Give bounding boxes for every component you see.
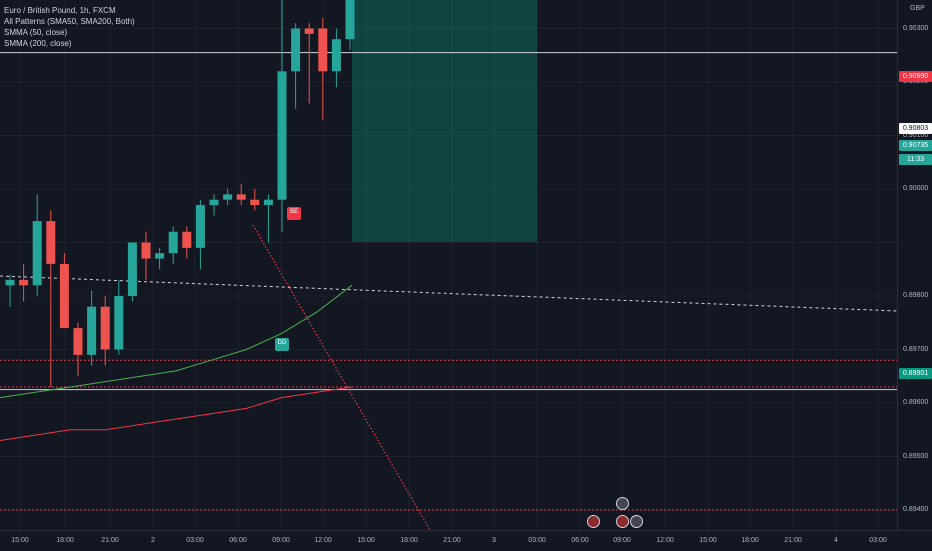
indicator-smma50[interactable]: SMMA (50, close): [4, 28, 68, 37]
bearish-marker-label: BE: [289, 209, 298, 215]
candle-body: [236, 194, 246, 200]
candle-body: [345, 0, 355, 40]
event-icon-3[interactable]: [616, 515, 629, 528]
candle-body: [5, 279, 15, 286]
price-tick: 0.90300: [903, 24, 929, 32]
candle-body: [182, 231, 192, 248]
time-tick: 18:00: [400, 537, 418, 544]
smma50-line: [0, 284, 353, 399]
candle-body: [127, 242, 137, 296]
candle-body: [114, 296, 124, 350]
time-tick: 09:00: [613, 537, 631, 544]
candle-body: [209, 199, 219, 206]
time-tick: 3: [492, 537, 496, 544]
countdown-label: 11:33: [899, 154, 932, 165]
time-tick: 18:00: [741, 537, 759, 544]
candle-body: [32, 221, 42, 286]
time-tick: 03:00: [528, 537, 546, 544]
candle-body: [100, 306, 110, 350]
take-profit-zone: [352, 0, 537, 242]
price-tick: 0.89500: [903, 452, 929, 460]
time-tick: 4: [834, 537, 838, 544]
candle-body: [141, 242, 151, 259]
time-tick: 06:00: [229, 537, 247, 544]
candle-body: [331, 39, 341, 72]
time-tick: 03:00: [186, 537, 204, 544]
candle-body: [223, 194, 233, 200]
time-tick: 12:00: [314, 537, 332, 544]
price-tick: 0.90000: [903, 185, 929, 192]
stop-price-label: 0.90990: [899, 71, 932, 82]
candle-body: [168, 231, 178, 254]
chart-canvas[interactable]: Euro / British Pound, 1h, FXCM All Patte…: [0, 0, 897, 530]
time-tick: 2: [151, 537, 155, 544]
doji-marker[interactable]: DD: [275, 338, 289, 351]
symbol-title[interactable]: Euro / British Pound, 1h, FXCM: [4, 6, 116, 15]
candle-body: [87, 306, 97, 355]
candlestick-chart[interactable]: [0, 0, 897, 530]
candle-body: [73, 328, 83, 355]
time-tick: 12:00: [656, 537, 674, 544]
candle-body: [59, 263, 69, 329]
price-axis[interactable]: GBP 0.912000.911000.909000.907000.906000…: [897, 0, 932, 530]
entry-price-label: 0.90803: [899, 123, 932, 134]
time-tick: 15:00: [11, 537, 29, 544]
time-tick: 15:00: [699, 537, 717, 544]
time-tick: 21:00: [443, 537, 461, 544]
time-tick: 21:00: [101, 537, 119, 544]
candle-body: [250, 199, 260, 206]
candle-body: [19, 279, 29, 286]
indicator-smma200[interactable]: SMMA (200, close): [4, 39, 72, 48]
bearish-engulfing-marker[interactable]: BE: [287, 207, 301, 220]
event-icon-4[interactable]: [630, 515, 643, 528]
time-tick: 18:00: [56, 537, 74, 544]
candle-body: [263, 199, 273, 206]
time-tick: 21:00: [784, 537, 802, 544]
event-icon-2[interactable]: [616, 497, 629, 510]
price-tick: 0.90100: [903, 131, 929, 139]
smma200-line: [0, 386, 353, 441]
time-tick: 06:00: [571, 537, 589, 544]
time-tick: 15:00: [357, 537, 375, 544]
event-icon-1[interactable]: [587, 515, 600, 528]
candle-body: [304, 28, 314, 34]
time-axis[interactable]: 15:00 18:00 21:00 2 03:00 06:00 09:00 12:00 15:0…: [0, 530, 932, 551]
candle-body: [155, 253, 165, 259]
doji-marker-label: DD: [277, 340, 287, 346]
price-tick: 0.89600: [903, 399, 929, 406]
time-tick: 03:00: [869, 537, 887, 544]
candle-body: [46, 221, 56, 264]
candle-body: [277, 71, 287, 200]
target-price-label: 0.89901: [899, 368, 932, 379]
price-tick: 0.89800: [903, 292, 929, 299]
currency-label: GBP: [910, 5, 925, 12]
indicator-patterns[interactable]: All Patterns (SMA50, SMA200, Both): [4, 17, 135, 26]
chart-legend: Euro / British Pound, 1h, FXCM All Patte…: [4, 5, 135, 49]
candle-body: [318, 28, 328, 72]
red-diagonal-trend: [252, 224, 431, 530]
candle-body: [195, 205, 205, 248]
time-tick: 09:00: [272, 537, 290, 544]
price-tick: 0.89700: [903, 345, 929, 353]
price-tick: 0.89400: [903, 506, 929, 513]
last-price-label: 0.90735: [899, 140, 932, 151]
candle-body: [291, 28, 301, 72]
